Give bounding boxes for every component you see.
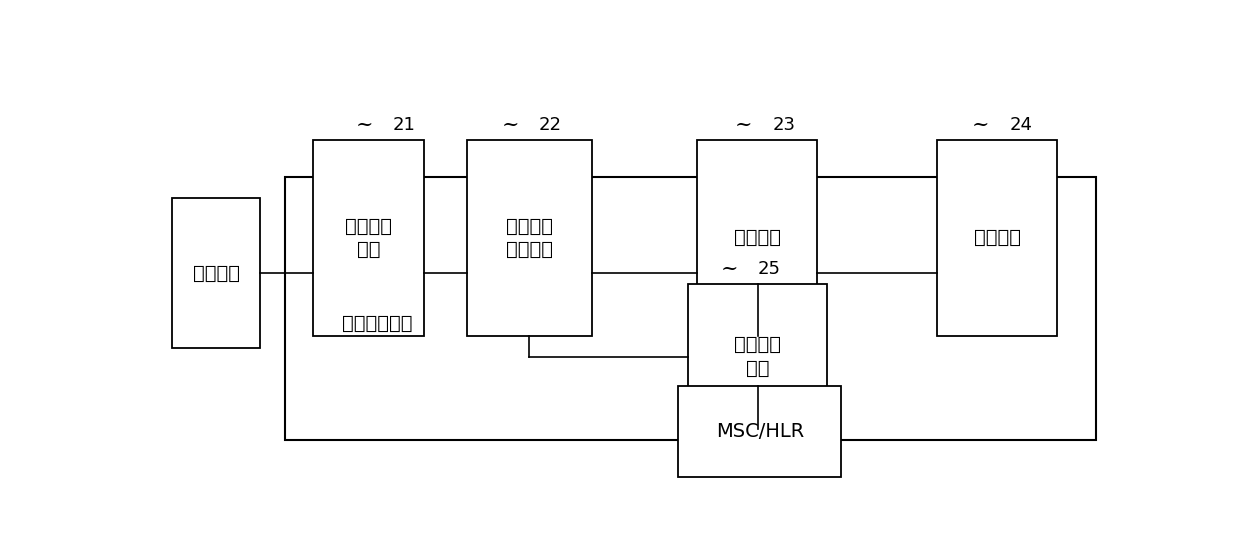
Bar [678,386,841,477]
Text: 推送控制设备: 推送控制设备 [342,314,413,333]
Bar [467,140,592,335]
Text: ~: ~ [735,116,752,135]
Text: 23: 23 [772,116,795,134]
Text: 业务平台: 业务平台 [193,263,240,283]
Text: ~: ~ [502,116,519,135]
Text: ~: ~ [720,260,738,279]
Text: 22: 22 [539,116,563,134]
Bar [688,283,828,430]
Bar [285,177,1097,440]
Bar [313,140,424,335]
Text: 25: 25 [758,260,781,278]
Text: ~: ~ [356,116,373,135]
Text: 无线资源
确定模块: 无线资源 确定模块 [506,216,553,259]
Text: 24: 24 [1010,116,1032,134]
Text: 切换检测
模块: 切换检测 模块 [733,335,781,378]
Text: 比较模块: 比较模块 [733,228,781,247]
Bar [698,140,818,335]
Bar [938,140,1057,335]
Text: ~: ~ [971,116,990,135]
Text: 请求接收
模块: 请求接收 模块 [344,216,392,259]
Text: 通知模块: 通知模块 [974,228,1021,247]
Text: 21: 21 [393,116,416,134]
Text: MSC/HLR: MSC/HLR [716,422,804,441]
Bar [172,198,260,348]
